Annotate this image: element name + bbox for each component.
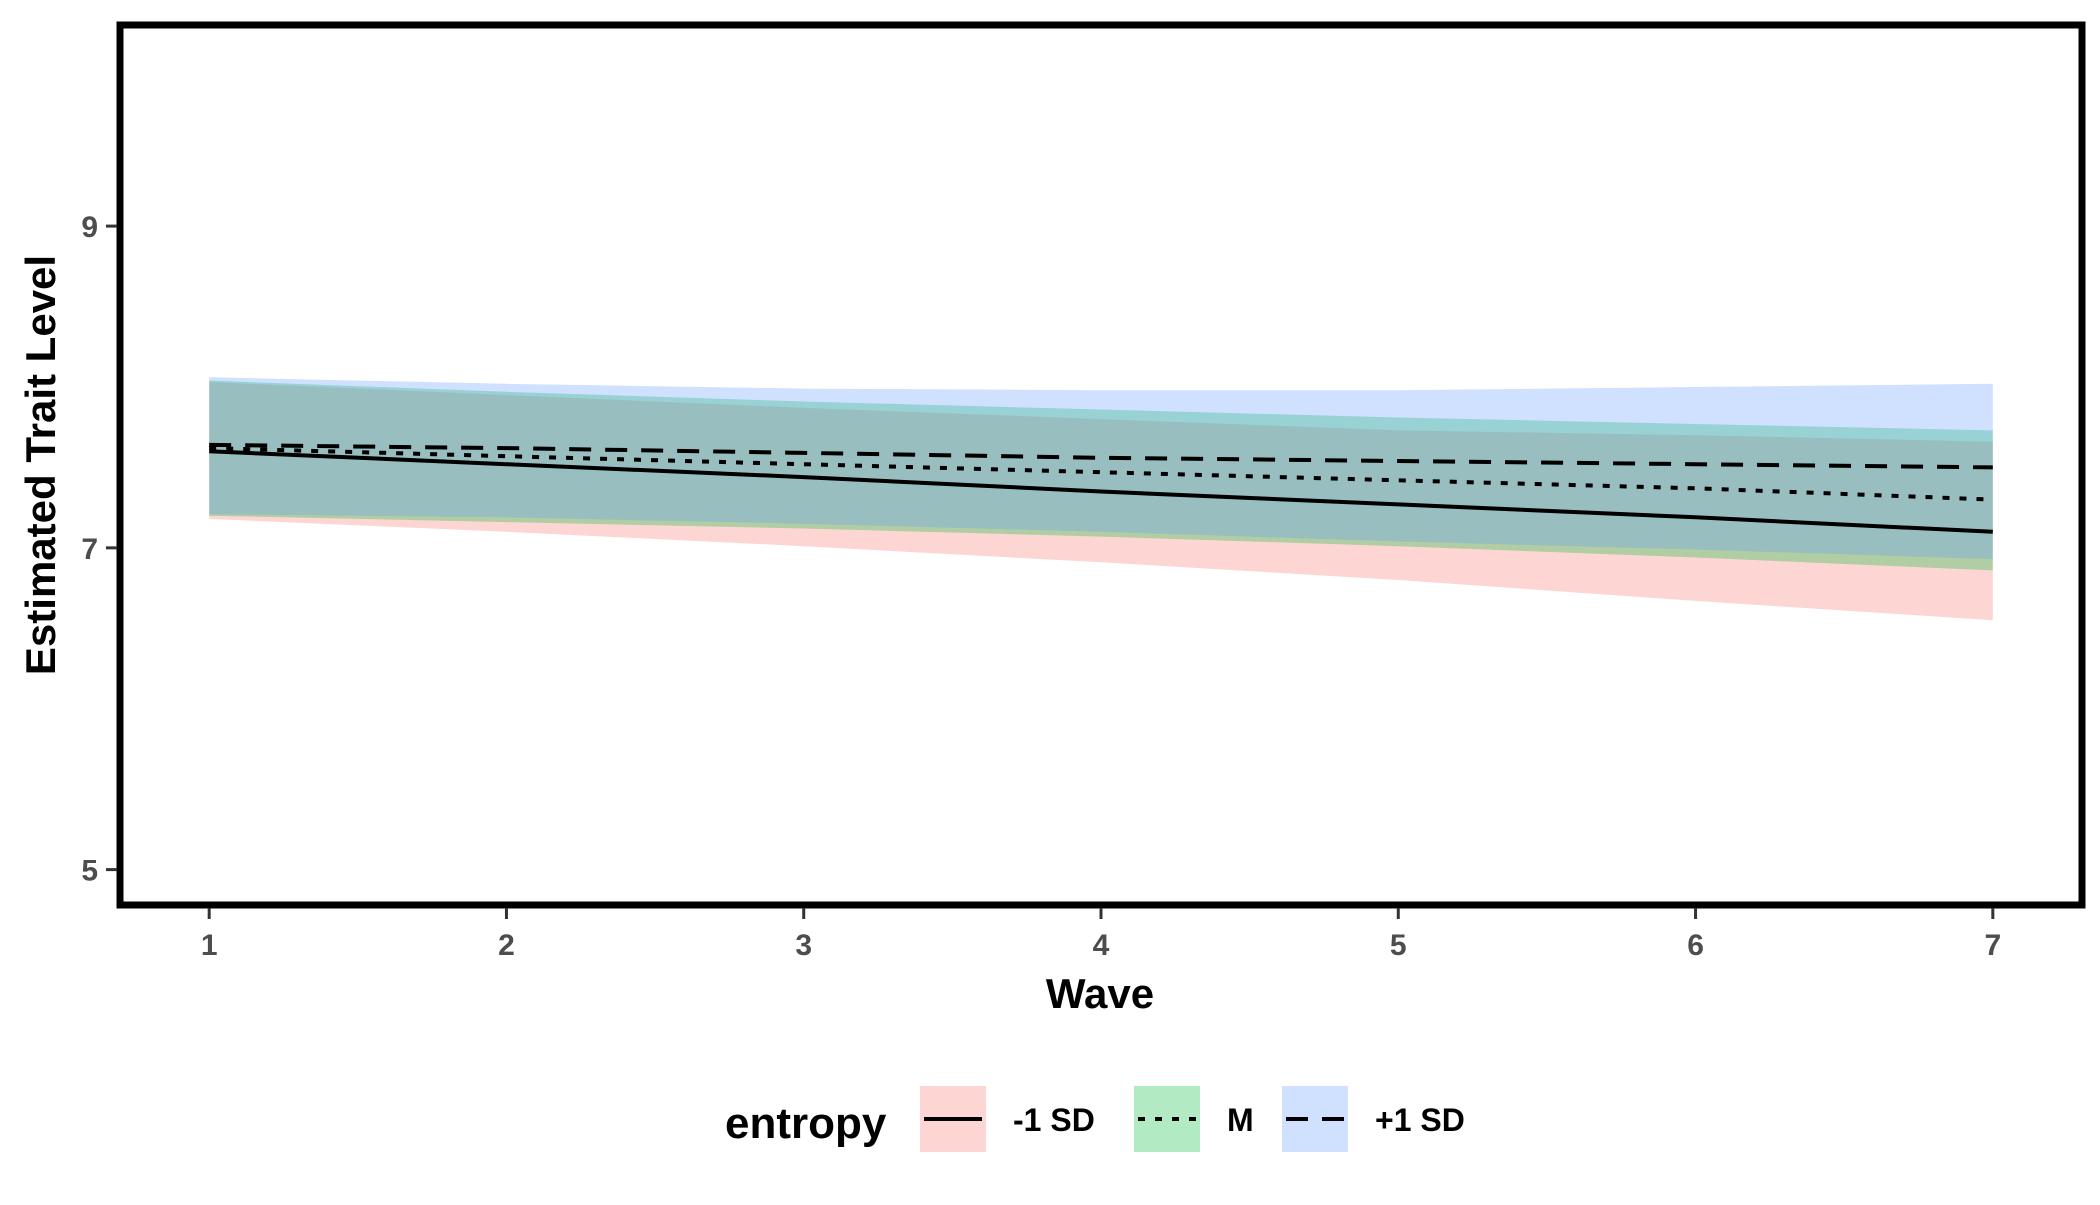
legend: entropy -1 SD M +1 SD [725, 1086, 1465, 1152]
x-tick-label: 2 [498, 929, 515, 962]
x-tick-label: 3 [795, 929, 812, 962]
y-tick-label: 9 [81, 211, 98, 244]
line-minus-1sd [209, 449, 1993, 534]
x-tick-label: 5 [1390, 929, 1407, 962]
confidence-ribbons [209, 377, 1993, 621]
y-tick-label: 5 [81, 855, 98, 888]
plot-panel-border [116, 21, 2086, 909]
x-tick-label: 1 [201, 929, 218, 962]
legend-label: -1 SD [1013, 1102, 1095, 1138]
ribbon-minus-1sd [209, 382, 1993, 621]
y-axis: 5 7 9 [81, 211, 117, 888]
ribbon-plus-1sd [209, 377, 1993, 560]
x-axis: 1 2 3 4 5 6 7 [201, 908, 2001, 962]
series-lines [209, 442, 1993, 534]
x-tick-label: 6 [1687, 929, 1704, 962]
legend-entries: -1 SD M +1 SD [920, 1086, 1465, 1152]
ribbon-mean [209, 380, 1993, 571]
legend-label: +1 SD [1375, 1102, 1465, 1138]
y-tick-label: 7 [81, 533, 98, 566]
legend-title: entropy [725, 1099, 887, 1148]
legend-label: M [1227, 1102, 1254, 1138]
y-axis-title: Estimated Trait Level [17, 255, 64, 675]
x-axis-title: Wave [1046, 970, 1154, 1017]
line-plus-1sd [209, 442, 1993, 470]
x-tick-label: 4 [1093, 929, 1110, 962]
x-tick-label: 7 [1984, 929, 2001, 962]
